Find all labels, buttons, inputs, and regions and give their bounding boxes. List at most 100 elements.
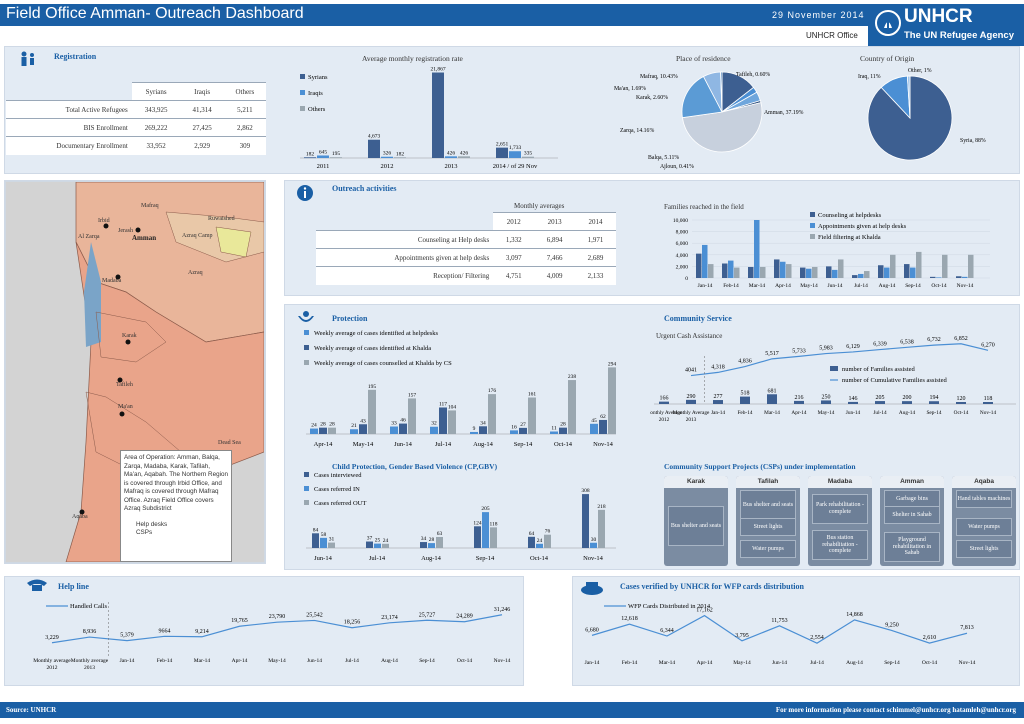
data-label: 3,795 <box>735 633 749 639</box>
csp-column-header: Tafilah <box>736 476 800 488</box>
x-tick-label: Monthly average 2013 <box>71 658 109 671</box>
data-label: 63 <box>437 531 443 537</box>
x-tick-label: Mar-14 <box>764 410 780 416</box>
x-tick-label: Jul-14 <box>810 660 824 666</box>
office-name: UNHCR Office <box>806 31 858 40</box>
x-tick-label: Apr-14 <box>232 658 248 664</box>
data-label: 17,162 <box>696 608 713 614</box>
csp-item: Water pumps <box>956 518 1012 536</box>
bar <box>408 398 416 434</box>
community-chart: 166 290 277 518 681 216 250 146 205 200 194 120 118 4… <box>650 336 1016 423</box>
bar <box>420 542 427 548</box>
x-tick-label: Jun-14 <box>307 658 322 664</box>
bar <box>748 266 754 278</box>
legend-label: Field filtering at Khalda <box>818 234 881 241</box>
legend-label: Iraqis <box>308 90 323 97</box>
bar <box>968 254 974 278</box>
data-label: 104 <box>448 404 457 410</box>
bar <box>382 543 389 548</box>
data-label: 23,174 <box>381 615 398 621</box>
data-label: 326 <box>383 151 392 157</box>
data-label: 62 <box>600 414 606 420</box>
x-tick-label: Nov-14 <box>959 660 976 666</box>
outreach-table: 2012 2013 2014 Counseling at Help desks 1,3… <box>316 212 616 285</box>
x-tick-label: Monthly Average 2013 <box>673 410 710 423</box>
data-label: 6,732 <box>927 337 941 343</box>
legend-label: Counseling at helpdesks <box>818 212 882 219</box>
csp-item: Park rehabilitation - complete <box>812 494 868 524</box>
bar <box>488 394 496 434</box>
map-label-azraq: Azraq <box>188 270 203 276</box>
bar <box>448 410 456 434</box>
data-label: 426 <box>447 150 456 156</box>
x-tick-label: May-14 <box>818 410 835 416</box>
residence-title: Place of residence <box>676 54 731 63</box>
bar <box>942 254 948 278</box>
bar <box>536 543 543 548</box>
bar <box>884 267 890 278</box>
bar <box>936 277 942 278</box>
data-label: 28 <box>320 422 326 428</box>
y-tick-label: 8,000 <box>676 230 689 236</box>
bar <box>319 427 327 434</box>
csp-item: Bus station rehabilitation - complete <box>812 530 868 560</box>
data-label: 182 <box>306 151 315 157</box>
data-label: 8,936 <box>83 629 97 635</box>
data-label: 238 <box>568 374 577 380</box>
pie-label: Karak, 2.60% <box>636 95 668 101</box>
data-label: 250 <box>822 394 831 400</box>
cp-gbv-chart: Cases interviewed Cases referred IN Cases … <box>304 472 616 562</box>
wfp-chart: WFP Cards Distributed in 2014 6,680 12,618… <box>585 603 976 666</box>
legend-swatch <box>304 345 309 350</box>
x-tick-label: Feb-14 <box>737 410 752 416</box>
data-label: 5,517 <box>765 351 779 357</box>
legend-swatch <box>304 472 309 477</box>
data-label: 518 <box>741 391 750 397</box>
legend-label: Cases referred IN <box>314 486 360 493</box>
registration-table: Syrians Iraqis Others Total Active Refug… <box>6 82 266 155</box>
footer: Source: UNHCR For more information pleas… <box>0 702 1024 718</box>
data-label: 9 <box>473 426 476 432</box>
bar <box>929 401 939 404</box>
data-label: 6,344 <box>660 628 674 634</box>
data-label: 9,250 <box>885 623 899 629</box>
data-label: 25,542 <box>306 612 323 618</box>
data-label: 16 <box>511 424 517 430</box>
data-label: 5,733 <box>792 348 806 354</box>
registration-title: Registration <box>54 52 97 61</box>
data-label: 645 <box>319 149 328 155</box>
data-label: 1,733 <box>509 145 522 151</box>
data-label: 12,618 <box>621 616 638 622</box>
bar <box>722 263 728 278</box>
bar <box>956 402 966 404</box>
data-label: 18,256 <box>344 620 361 626</box>
data-label: 205 <box>481 506 490 512</box>
x-tick-label: Oct-14 <box>931 283 947 289</box>
info-icon <box>297 185 313 201</box>
x-tick-label: Sep-14 <box>476 555 495 562</box>
x-tick-label: Apr-14 <box>791 410 807 416</box>
pie-label: Other, 1% <box>908 68 932 74</box>
bar <box>399 423 407 434</box>
data-label: 30 <box>591 537 597 543</box>
x-tick-label: Mar-14 <box>749 283 766 289</box>
data-label: 64 <box>529 531 535 537</box>
bar <box>496 147 508 158</box>
bar <box>320 537 327 548</box>
csp-title: Community Support Projects (CSPs) under … <box>664 462 856 471</box>
families-chart: 10,000 8,000 6,000 4,000 2,000 0 Jan-14 Feb-14 M… <box>673 212 990 289</box>
bar <box>848 401 858 404</box>
bar <box>590 423 598 434</box>
data-label: 6,270 <box>981 342 995 348</box>
pie-label: Ajloun, 0.41% <box>660 164 694 170</box>
data-label: 46 <box>400 418 406 424</box>
csp-column-header: Aqaba <box>952 476 1016 488</box>
x-tick-label: Jul-14 <box>873 410 887 416</box>
legend-label: Others <box>308 106 326 113</box>
map-label-aqaba: Aqaba <box>72 514 88 520</box>
community-title: Community Service <box>664 314 732 323</box>
data-label: 21 <box>351 423 357 429</box>
outreach-title: Outreach activities <box>332 184 397 193</box>
bar <box>359 424 367 434</box>
